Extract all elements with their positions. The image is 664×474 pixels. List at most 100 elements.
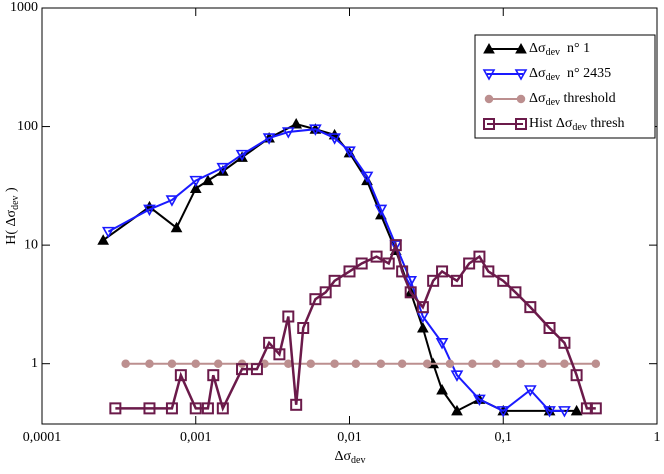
marker [450,274,463,287]
marker [97,234,110,245]
marker [516,94,526,104]
y-tick-label: 10 [24,237,38,252]
series-line [107,128,565,413]
marker [404,286,417,299]
marker [516,359,526,368]
marker [328,274,341,287]
marker [109,402,122,415]
marker [482,265,495,278]
marker [351,359,361,368]
marker [355,257,368,270]
marker [483,42,495,54]
marker [189,182,202,194]
marker [404,276,418,288]
marker [376,359,386,368]
marker [216,165,229,176]
marker [543,322,556,335]
marker [360,171,374,184]
marker [558,406,571,418]
marker [484,94,494,104]
y-tick-label: 1000 [10,0,38,15]
marker [263,336,276,349]
marker [343,265,356,278]
series-line [115,240,596,412]
marker [422,359,432,368]
marker [491,359,501,368]
marker [389,239,402,252]
marker [436,265,449,278]
marker [174,369,187,382]
marker [497,274,510,287]
marker [167,359,177,368]
marker [165,195,179,207]
y-tick-label: 100 [17,119,38,134]
marker [450,370,464,382]
marker [482,69,496,81]
x-tick-label: 0,001 [180,430,212,445]
x-tick-label: 0,0001 [23,430,62,445]
marker [343,146,356,158]
marker [328,133,341,145]
marker [236,363,249,376]
legend-label: Hist Δσdev thresh [529,116,625,133]
marker [496,406,510,418]
marker [101,226,115,239]
marker [396,265,409,278]
marker [445,359,455,368]
marker [207,369,220,382]
marker [309,293,322,306]
marker [262,133,276,145]
marker [290,118,303,129]
marker [591,359,601,368]
marker [143,204,156,217]
marker [515,118,527,130]
legend-label: Δσdev n° 2435 [529,66,611,83]
marker [143,402,156,415]
marker [524,301,537,314]
y-axis-label: H( Δσdev ) [4,187,21,245]
x-tick-label: 1 [654,430,661,445]
marker [216,162,230,175]
marker [523,385,537,397]
marker [216,402,229,415]
marker [589,402,602,415]
marker [570,369,583,382]
marker [397,359,407,368]
marker [473,250,486,263]
marker [473,394,486,407]
marker [121,359,130,368]
marker [417,321,429,333]
marker [580,402,593,415]
marker [290,398,303,411]
marker [416,301,429,314]
marker [451,404,463,416]
marker [538,359,547,368]
marker [309,124,322,136]
marker [427,274,440,287]
marker [435,338,449,350]
marker [145,359,154,368]
y-tick-label: 1 [31,356,38,371]
marker [509,286,522,299]
marker [306,359,316,368]
marker [250,363,263,376]
series-line [102,122,577,413]
marker [189,175,203,188]
marker [273,348,286,361]
marker [558,336,571,349]
marker [514,69,528,81]
legend-box [474,34,656,139]
x-tick-label: 0,01 [337,430,362,445]
marker [543,406,556,418]
marker [191,359,200,368]
marker [330,359,339,368]
legend-label: Δσdev n° 1 [529,41,590,58]
x-axis-label: Δσdev [334,449,365,466]
marker [213,359,223,368]
marker [560,359,569,368]
marker [436,383,448,395]
marker [284,359,293,368]
marker [382,257,395,270]
marker [202,174,214,186]
